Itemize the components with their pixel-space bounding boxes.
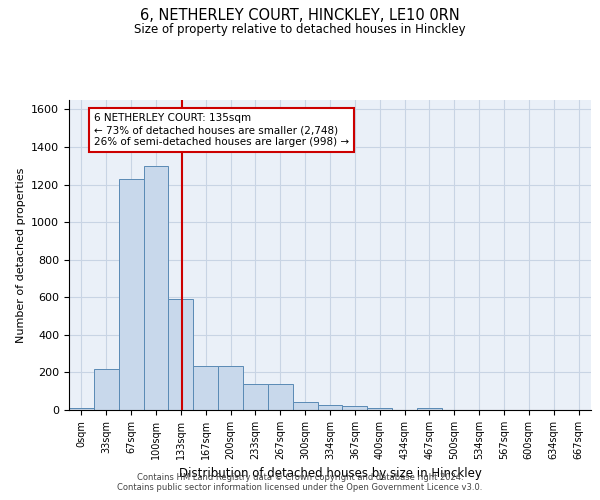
Bar [417, 408, 442, 410]
Y-axis label: Number of detached properties: Number of detached properties [16, 168, 26, 342]
Bar [193, 366, 218, 410]
Bar [343, 406, 367, 410]
Bar [94, 368, 119, 410]
Text: Contains HM Land Registry data © Crown copyright and database right 2024.
Contai: Contains HM Land Registry data © Crown c… [118, 473, 482, 492]
Bar [367, 408, 392, 410]
Bar [69, 408, 94, 410]
Bar [218, 366, 243, 410]
Text: 6 NETHERLEY COURT: 135sqm
← 73% of detached houses are smaller (2,748)
26% of se: 6 NETHERLEY COURT: 135sqm ← 73% of detac… [94, 114, 349, 146]
Bar [268, 384, 293, 410]
Bar [317, 406, 343, 410]
Bar [293, 402, 317, 410]
Bar [169, 299, 193, 410]
Text: 6, NETHERLEY COURT, HINCKLEY, LE10 0RN: 6, NETHERLEY COURT, HINCKLEY, LE10 0RN [140, 8, 460, 22]
Bar [119, 179, 143, 410]
Text: Size of property relative to detached houses in Hinckley: Size of property relative to detached ho… [134, 22, 466, 36]
Text: Distribution of detached houses by size in Hinckley: Distribution of detached houses by size … [179, 467, 481, 480]
Bar [243, 384, 268, 410]
Bar [143, 166, 169, 410]
